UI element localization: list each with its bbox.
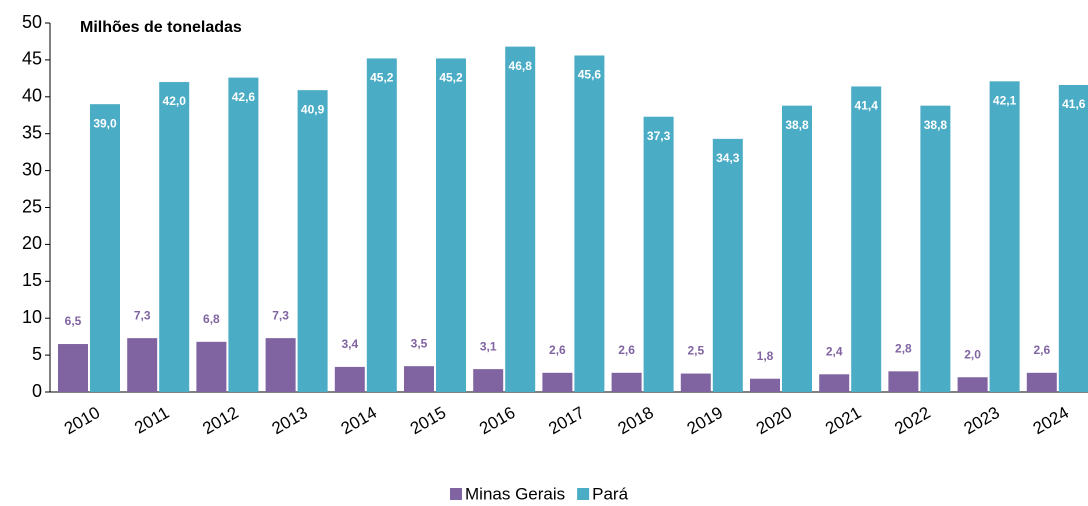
bar <box>127 338 158 392</box>
chart-title: Milhões de toneladas <box>80 19 242 36</box>
bar <box>90 104 120 393</box>
x-tick-label: 2014 <box>338 403 380 438</box>
bar <box>1026 372 1057 392</box>
x-tick-label: 2013 <box>269 403 311 438</box>
bar <box>58 344 88 392</box>
value-label: 6,8 <box>203 312 220 326</box>
value-label: 42,1 <box>993 93 1017 107</box>
bar <box>404 366 434 392</box>
bar <box>297 90 328 393</box>
value-label: 41,6 <box>1062 97 1086 111</box>
x-tick-label: 2010 <box>61 403 103 438</box>
value-label: 2,6 <box>618 343 635 357</box>
value-label: 3,4 <box>341 337 358 351</box>
y-tick-label: 5 <box>32 344 42 364</box>
bar <box>957 377 988 392</box>
bar <box>1058 84 1088 392</box>
bar <box>228 77 259 392</box>
legend-label: Minas Gerais <box>465 484 565 503</box>
x-tick-label: 2023 <box>961 403 1003 438</box>
value-label: 3,1 <box>480 339 497 353</box>
bar <box>159 82 190 392</box>
value-label: 34,3 <box>716 151 740 165</box>
x-tick-label: 2024 <box>1030 403 1072 438</box>
value-label: 42,0 <box>163 94 187 108</box>
y-tick-label: 0 <box>32 381 42 401</box>
y-tick-label: 20 <box>22 233 42 253</box>
value-label: 41,4 <box>855 99 879 113</box>
value-label: 45,2 <box>370 71 394 85</box>
y-tick-label: 30 <box>22 159 42 179</box>
value-label: 45,6 <box>578 68 602 82</box>
bar <box>265 338 296 392</box>
bar <box>750 378 780 392</box>
bar <box>989 81 1020 392</box>
value-label: 7,3 <box>272 308 289 322</box>
bar <box>366 58 397 392</box>
value-label: 39,0 <box>93 116 117 130</box>
value-label: 2,6 <box>1033 343 1050 357</box>
x-tick-label: 2011 <box>131 403 172 438</box>
bar <box>334 366 365 392</box>
value-label: 45,2 <box>439 71 463 85</box>
bar <box>712 138 743 392</box>
value-label: 42,6 <box>232 90 256 104</box>
bar <box>819 374 850 392</box>
value-label: 37,3 <box>647 129 671 143</box>
y-tick-label: 40 <box>22 86 42 106</box>
legend-swatch <box>577 488 590 500</box>
x-tick-label: 2022 <box>891 403 933 438</box>
bar <box>643 116 674 392</box>
value-label: 38,8 <box>785 118 809 132</box>
bar <box>574 55 605 393</box>
y-tick-label: 50 <box>22 12 42 32</box>
y-tick-label: 10 <box>22 307 42 327</box>
bar <box>505 46 536 393</box>
legend-swatch <box>450 488 462 500</box>
value-label: 3,5 <box>411 336 428 350</box>
x-tick-label: 2017 <box>545 403 587 438</box>
value-label: 1,8 <box>757 349 774 363</box>
value-label: 46,8 <box>509 59 533 73</box>
value-label: 7,3 <box>134 308 151 322</box>
bar <box>542 372 573 392</box>
value-label: 2,5 <box>687 344 704 358</box>
value-label: 2,8 <box>895 342 912 356</box>
x-tick-label: 2012 <box>199 403 241 438</box>
y-tick-label: 25 <box>22 196 42 216</box>
value-label: 6,5 <box>65 314 82 328</box>
legend-label: Pará <box>592 484 628 503</box>
bar <box>888 371 919 392</box>
bar <box>920 105 951 392</box>
bar <box>473 369 504 392</box>
bar <box>782 105 812 392</box>
x-tick-label: 2020 <box>753 403 795 438</box>
y-tick-label: 35 <box>22 122 42 142</box>
value-label: 40,9 <box>301 102 325 116</box>
bar <box>611 372 642 392</box>
bar <box>436 58 466 392</box>
value-label: 2,0 <box>964 347 981 361</box>
y-tick-label: 45 <box>22 49 42 69</box>
bar <box>680 373 711 392</box>
value-label: 38,8 <box>924 118 948 132</box>
bar <box>196 341 227 392</box>
bar <box>851 86 882 392</box>
value-label: 2,6 <box>549 343 566 357</box>
x-tick-label: 2018 <box>615 403 657 438</box>
x-tick-label: 2021 <box>822 403 864 438</box>
x-tick-label: 2019 <box>684 403 726 438</box>
value-label: 2,4 <box>826 344 843 358</box>
y-tick-label: 15 <box>22 270 42 290</box>
x-tick-label: 2015 <box>407 403 449 438</box>
x-tick-label: 2016 <box>476 403 518 438</box>
